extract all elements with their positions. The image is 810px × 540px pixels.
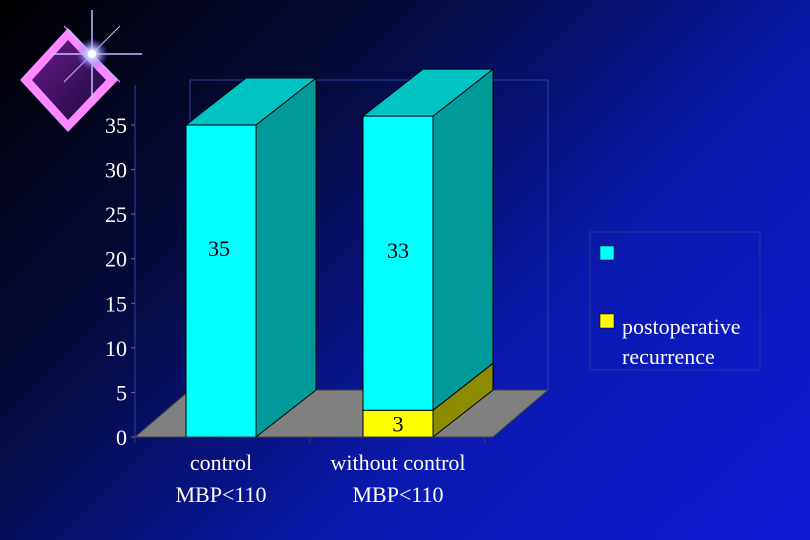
data-label: 33 bbox=[387, 238, 409, 263]
x-tick-label: MBP<110 bbox=[352, 482, 443, 507]
y-tick-label: 35 bbox=[105, 113, 127, 138]
y-tick-label: 15 bbox=[105, 291, 127, 316]
bar-front bbox=[185, 124, 257, 438]
y-tick-label: 5 bbox=[116, 380, 127, 405]
x-axis: control MBP<110 without control MBP<110 bbox=[134, 436, 493, 507]
bar-segment: 35 bbox=[184, 76, 318, 439]
bar-front bbox=[362, 409, 434, 438]
x-tick-label: control bbox=[190, 450, 252, 475]
y-tick-label: 10 bbox=[105, 336, 127, 361]
y-tick-label: 20 bbox=[105, 247, 127, 272]
bar-side bbox=[255, 76, 317, 439]
y-tick-label: 0 bbox=[116, 425, 127, 450]
bar-front bbox=[362, 115, 434, 411]
x-tick-label: MBP<110 bbox=[175, 482, 266, 507]
legend-swatch bbox=[599, 245, 615, 261]
legend-swatch bbox=[599, 313, 615, 329]
y-tick-label: 25 bbox=[105, 202, 127, 227]
y-axis: 0 5 10 15 20 25 30 35 bbox=[105, 113, 135, 450]
legend-label: recurrence bbox=[622, 344, 715, 369]
data-label: 35 bbox=[208, 236, 230, 261]
y-tick-label: 30 bbox=[105, 158, 127, 183]
legend-label: postoperative bbox=[622, 314, 741, 339]
data-label: 3 bbox=[393, 412, 404, 437]
legend-box bbox=[589, 231, 761, 371]
x-tick-label: without control bbox=[330, 450, 465, 475]
star-diamond-icon bbox=[20, 10, 142, 132]
legend: postoperative recurrence bbox=[589, 231, 761, 371]
bar-side bbox=[432, 68, 494, 412]
bar-segment: 33 bbox=[361, 68, 495, 412]
